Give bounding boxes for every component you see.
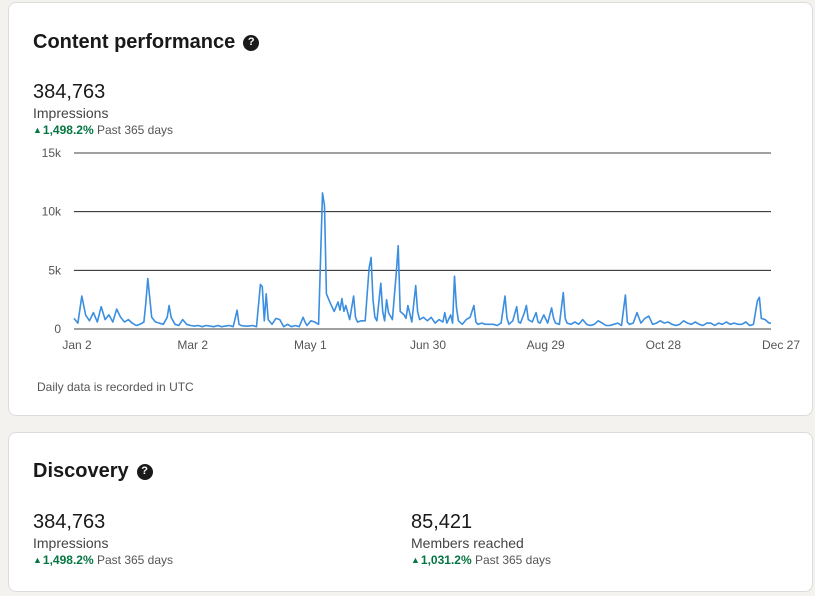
y-tick-label: 10k [42, 205, 62, 219]
metric-label: Impressions [33, 105, 109, 121]
y-tick-label: 15k [42, 146, 62, 160]
metric-change: ▲1,498.2% Past 365 days [33, 552, 173, 568]
chart-y-axis-labels: 0 5k 10k 15k [42, 146, 62, 336]
content-performance-header: Content performance ? [33, 31, 260, 54]
x-tick-label: Mar 2 [177, 338, 208, 352]
chart-x-axis-labels: Jan 2 Mar 2 May 1 Jun 30 Aug 29 Oct 28 Dec 27 [62, 338, 800, 352]
x-tick-label: Jun 30 [410, 338, 446, 352]
chart-gridlines [74, 152, 771, 330]
x-tick-label: Aug 29 [527, 338, 565, 352]
y-tick-label: 5k [48, 263, 62, 277]
content-performance-title: Content performance [33, 31, 236, 53]
metric-value: 85,421 [411, 511, 473, 533]
metric-change-percent: 1,031.2% [420, 553, 472, 567]
triangle-up-icon: ▲ [33, 555, 42, 565]
impressions-line-chart[interactable]: 0 5k 10k 15k Jan 2 Mar 2 May 1 Jun 30 Aug 29 Oct… [9, 3, 814, 373]
x-tick-label: Dec 27 [762, 338, 800, 352]
x-tick-label: May 1 [294, 338, 327, 352]
metric-label: Impressions [33, 535, 109, 551]
metric-change: ▲1,031.2% Past 365 days [411, 552, 551, 568]
question-circle-icon[interactable]: ? [243, 34, 260, 51]
metric-change-period: Past 365 days [96, 553, 174, 567]
impressions-series-line[interactable] [73, 192, 771, 328]
metric-change: ▲1,498.2% Past 365 days [33, 122, 173, 138]
metric-value: 384,763 [33, 511, 106, 533]
members-reached-metric: 85,421 Members reached ▲1,031.2% Past 36… [411, 510, 551, 568]
discovery-impressions-metric: 384,763 Impressions ▲1,498.2% Past 365 d… [33, 510, 173, 568]
utc-footnote: Daily data is recorded in UTC [37, 380, 194, 394]
question-circle-icon[interactable]: ? [136, 463, 153, 480]
content-performance-card: Content performance ? 384,763 Impression… [8, 2, 813, 416]
x-tick-label: Oct 28 [646, 338, 682, 352]
metric-change-percent: 1,498.2% [42, 553, 94, 567]
metric-value: 384,763 [33, 81, 106, 103]
metric-change-period: Past 365 days [96, 123, 174, 137]
triangle-up-icon: ▲ [33, 125, 42, 135]
x-tick-label: Jan 2 [62, 338, 92, 352]
metric-change-percent: 1,498.2% [42, 123, 94, 137]
triangle-up-icon: ▲ [411, 555, 420, 565]
impressions-metric: 384,763 Impressions ▲1,498.2% Past 365 d… [33, 80, 173, 138]
metric-change-period: Past 365 days [474, 553, 552, 567]
discovery-title: Discovery [33, 460, 129, 482]
discovery-card: Discovery ? 384,763 Impressions ▲1,498.2… [8, 432, 813, 592]
y-tick-label: 0 [54, 322, 61, 336]
discovery-header: Discovery ? [33, 460, 153, 483]
metric-label: Members reached [411, 535, 524, 551]
